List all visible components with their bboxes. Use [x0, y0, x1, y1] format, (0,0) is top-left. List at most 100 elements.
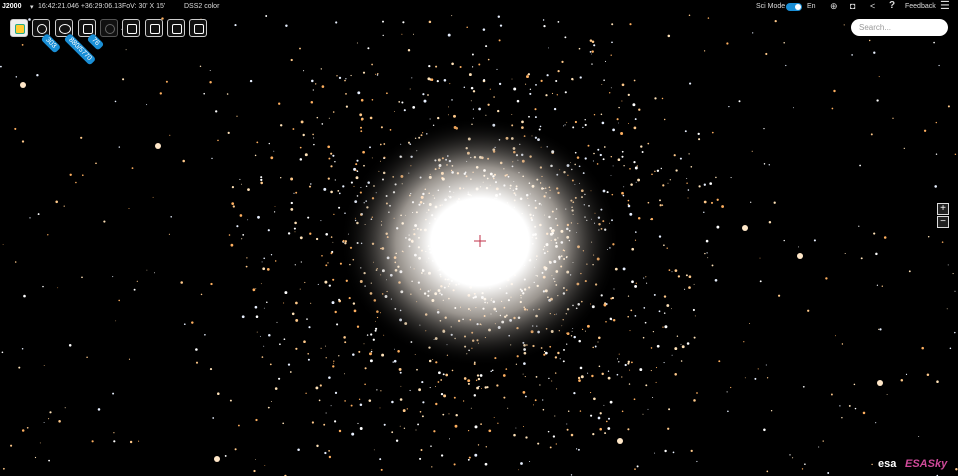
feedback[interactable]: Feedback [905, 3, 936, 10]
star [315, 237, 319, 241]
star [338, 76, 342, 80]
star [650, 217, 654, 221]
star [488, 429, 492, 433]
star [435, 65, 438, 68]
star [573, 335, 576, 339]
star [442, 413, 445, 416]
target-list-button[interactable] [145, 19, 163, 37]
language[interactable]: En [807, 3, 816, 10]
star [578, 47, 581, 50]
star [935, 153, 938, 155]
star [214, 456, 220, 462]
zoom-in[interactable]: + [937, 203, 949, 215]
spectra-button[interactable] [78, 19, 96, 37]
star [437, 116, 440, 120]
jwst-button[interactable] [189, 19, 207, 37]
star [622, 194, 625, 197]
star [300, 261, 302, 263]
star [360, 130, 363, 133]
sci-mode-toggle[interactable] [786, 3, 802, 11]
star [21, 140, 25, 143]
star [545, 94, 548, 97]
help-icon[interactable]: ? [889, 0, 896, 11]
star [548, 47, 549, 49]
publications-button[interactable] [167, 19, 185, 37]
star [562, 360, 565, 363]
star [472, 108, 474, 110]
star [295, 301, 298, 305]
star [113, 440, 116, 443]
star [290, 177, 294, 181]
star [478, 385, 480, 388]
star [584, 119, 586, 121]
star [618, 361, 620, 363]
search-box[interactable]: Search... [851, 19, 948, 36]
observations-button[interactable] [32, 19, 50, 37]
star [609, 317, 613, 321]
star [440, 392, 444, 396]
star [407, 49, 411, 52]
star [311, 421, 315, 424]
catalogues-button[interactable] [55, 19, 73, 37]
share-icon[interactable]: < [870, 1, 876, 11]
star [883, 236, 887, 239]
zoom-out[interactable]: − [937, 216, 949, 228]
camera-icon[interactable]: ◘ [850, 1, 856, 11]
star [892, 117, 894, 119]
star [418, 388, 421, 392]
star [839, 405, 841, 407]
star [236, 225, 239, 228]
star [881, 285, 883, 287]
star [599, 427, 602, 431]
star [294, 264, 296, 266]
star [926, 373, 930, 377]
star [169, 134, 171, 136]
esasky-logo: ESASky [905, 458, 948, 470]
star [375, 73, 377, 75]
star [416, 368, 418, 371]
star [23, 294, 26, 298]
star [949, 347, 952, 350]
star [370, 333, 373, 336]
star [542, 408, 545, 411]
coordinate-frame[interactable]: J2000 [2, 3, 22, 10]
star [785, 64, 787, 67]
star [302, 133, 305, 137]
star [321, 123, 324, 125]
dropdown-arrow[interactable]: ▾ [30, 4, 34, 11]
star [327, 145, 331, 149]
star [491, 369, 494, 372]
star [255, 418, 258, 422]
star [295, 347, 298, 350]
star [284, 291, 288, 295]
star [634, 239, 637, 241]
outreach-button[interactable] [122, 19, 140, 37]
star [451, 99, 453, 101]
star [254, 305, 258, 309]
star [564, 36, 567, 39]
star [822, 440, 824, 442]
star [534, 116, 537, 119]
star [398, 367, 402, 371]
star [155, 143, 161, 149]
star [310, 302, 312, 304]
star [362, 150, 365, 154]
sso-button[interactable] [100, 19, 118, 37]
star [376, 389, 378, 391]
star [554, 415, 556, 417]
globe-icon[interactable]: ⊕ [830, 1, 838, 11]
star [515, 363, 518, 365]
star [380, 390, 382, 392]
star [330, 236, 333, 238]
star [334, 310, 337, 314]
star [285, 24, 288, 28]
menu-icon[interactable]: ☰ [940, 0, 950, 12]
star [475, 379, 478, 382]
star [503, 396, 506, 399]
sky-button[interactable] [10, 19, 28, 37]
star [559, 358, 561, 360]
star [131, 167, 134, 170]
star [313, 143, 315, 146]
star [414, 353, 416, 355]
